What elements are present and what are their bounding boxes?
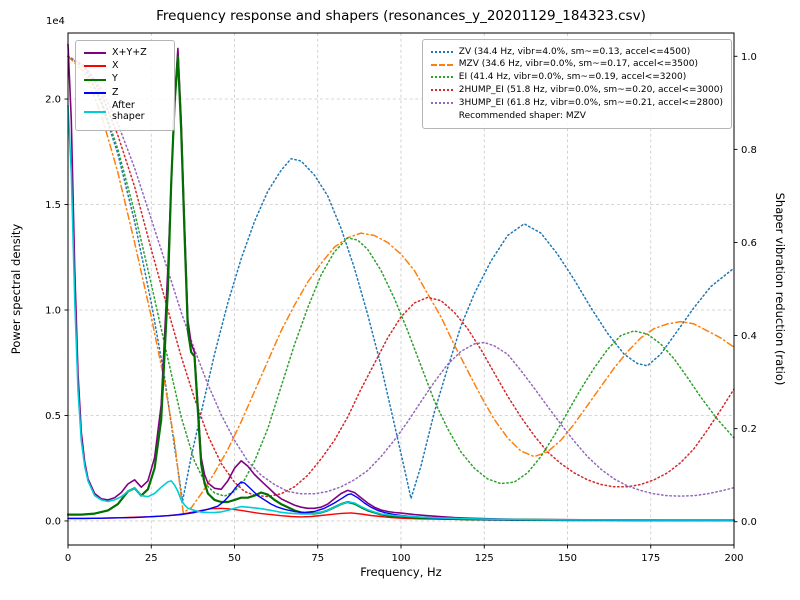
legend-item-xyz: X+Y+Z	[84, 46, 166, 59]
recommended-shaper-text: Recommended shaper: MZV	[458, 110, 586, 121]
legend-label: ZV (34.4 Hz, vibr=4.0%, sm~=0.13, accel<…	[458, 46, 691, 57]
legend-label: EI (41.4 Hz, vibr=0.0%, sm~=0.19, accel<…	[458, 72, 687, 83]
line-sample-icon	[84, 65, 106, 68]
svg-text:0.8: 0.8	[741, 145, 757, 156]
legend-item-y: Y	[84, 73, 166, 85]
line-sample-icon	[84, 111, 106, 114]
legend-label: X	[112, 59, 119, 71]
legend-item-after-shaper: After shaper	[84, 100, 166, 123]
shaper-legend: ZV (34.4 Hz, vibr=4.0%, sm~=0.13, accel<…	[421, 39, 732, 129]
y-axis-label-right: Shaper vibration reduction (ratio)	[773, 192, 787, 386]
legend-label: X+Y+Z	[112, 46, 147, 58]
line-sample-icon	[430, 63, 453, 66]
svg-text:0.6: 0.6	[741, 238, 757, 249]
svg-text:0.2: 0.2	[741, 424, 757, 435]
line-sample-icon	[430, 102, 453, 105]
legend-item-mzv: MZV (34.6 Hz, vibr=0.0%, sm~=0.17, accel…	[430, 59, 723, 70]
legend-item-z: Z	[84, 86, 166, 99]
legend-item-zv: ZV (34.4 Hz, vibr=4.0%, sm~=0.13, accel<…	[430, 46, 723, 57]
line-sample-icon	[430, 76, 453, 79]
line-sample-icon	[84, 78, 106, 81]
svg-text:1.5: 1.5	[45, 200, 61, 211]
legend-item-recommended-shaper: Recommended shaper: MZV	[431, 111, 723, 121]
legend-label: MZV (34.6 Hz, vibr=0.0%, sm~=0.17, accel…	[458, 59, 698, 70]
line-sample-icon	[430, 50, 453, 53]
legend-label: Z	[112, 86, 119, 98]
legend-item-x: X	[84, 59, 166, 72]
svg-text:200: 200	[724, 553, 743, 564]
svg-text:1.0: 1.0	[741, 52, 757, 63]
legend-label: 2HUMP_EI (51.8 Hz, vibr=0.0%, sm~=0.20, …	[458, 85, 723, 96]
x-axis-label: Frequency, Hz	[360, 565, 442, 579]
svg-text:0.0: 0.0	[45, 516, 61, 527]
svg-text:0: 0	[65, 553, 71, 564]
psd-legend: X+Y+Z X Y Z After shaper	[75, 40, 175, 131]
line-sample-icon	[430, 89, 453, 92]
line-sample-icon	[84, 92, 106, 95]
svg-text:125: 125	[475, 553, 494, 564]
svg-text:0.4: 0.4	[741, 331, 757, 342]
svg-text:25: 25	[145, 553, 158, 564]
svg-text:150: 150	[558, 553, 577, 564]
legend-label: After shaper	[112, 100, 145, 123]
legend-item-3hump-ei: 3HUMP_EI (61.8 Hz, vibr=0.0%, sm~=0.21, …	[430, 97, 723, 108]
svg-text:0.5: 0.5	[45, 411, 61, 422]
svg-text:2.0: 2.0	[45, 95, 61, 106]
y-axis-label-left: Power spectral density	[9, 223, 23, 355]
svg-text:0.0: 0.0	[741, 517, 757, 528]
legend-label: Y	[112, 73, 118, 85]
plot-title: Frequency response and shapers (resonanc…	[156, 8, 646, 24]
legend-item-2hump-ei: 2HUMP_EI (51.8 Hz, vibr=0.0%, sm~=0.20, …	[430, 85, 723, 96]
legend-item-ei: EI (41.4 Hz, vibr=0.0%, sm~=0.19, accel<…	[430, 72, 723, 83]
svg-text:75: 75	[311, 553, 324, 564]
svg-text:100: 100	[391, 553, 410, 564]
line-sample-icon	[84, 51, 106, 54]
left-axis-offset-text: 1e4	[46, 16, 65, 27]
svg-text:1.0: 1.0	[45, 305, 61, 316]
legend-label: 3HUMP_EI (61.8 Hz, vibr=0.0%, sm~=0.21, …	[458, 97, 723, 108]
svg-text:175: 175	[641, 553, 660, 564]
svg-text:50: 50	[228, 553, 241, 564]
